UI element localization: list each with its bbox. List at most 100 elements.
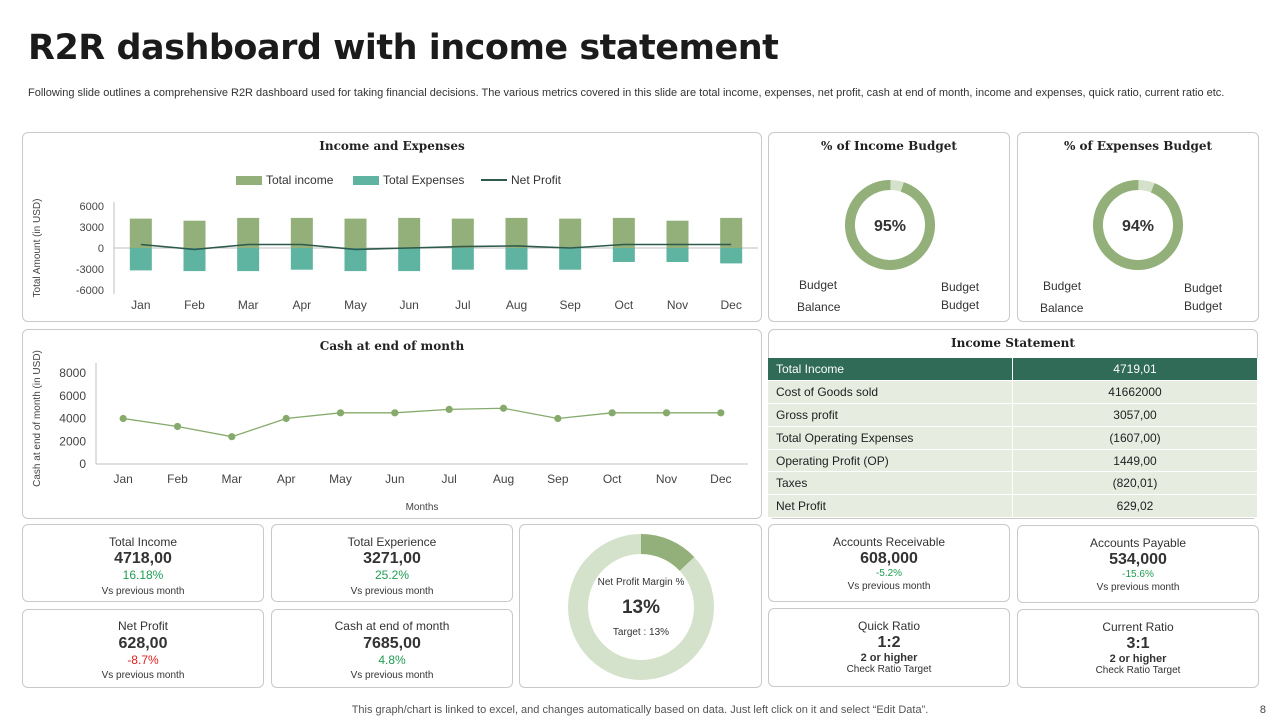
x-tick-label: Jan (113, 472, 132, 486)
x-tick-label: Mar (221, 472, 242, 486)
income-budget-title: % of Income Budget (821, 139, 957, 153)
bar-total-income (129, 218, 152, 248)
bar-total-expenses (559, 248, 582, 270)
bar-total-expenses (129, 248, 152, 271)
row-value: (1607,00) (1012, 426, 1258, 450)
y-tick-label: -6000 (76, 285, 104, 297)
kpi-quick-ratio: Quick Ratio 1:2 2 or higher Check Ratio … (768, 608, 1010, 687)
net-profit-margin-card: Net Profit Margin % 13% Target : 13% (519, 524, 762, 688)
cash-title: Cash at end of month (319, 339, 465, 353)
x-tick-label: Jun (385, 472, 404, 486)
cash-point (173, 422, 182, 431)
bar-total-expenses (290, 248, 313, 270)
bar-total-income (290, 217, 313, 248)
y-tick-label: 4000 (59, 412, 86, 426)
kpi-value: 534,000 (1109, 551, 1167, 568)
bar-total-expenses (666, 248, 689, 262)
x-tick-label: Aug (493, 472, 514, 486)
row-value: 4719,01 (1012, 358, 1258, 382)
kpi-target: 2 or higher (860, 652, 918, 664)
income-expenses-title: Income and Expenses (319, 139, 465, 153)
kpi-target: 2 or higher (1109, 653, 1167, 665)
donut-target-label: Target : 13% (613, 627, 669, 638)
x-tick-label: Jan (131, 298, 150, 312)
x-tick-label: Dec (720, 298, 741, 312)
y-tick-label: 8000 (59, 366, 86, 380)
table-row: Cost of Goods sold 41662000 (768, 380, 1258, 405)
bar-total-income (183, 220, 206, 248)
x-tick-label: Jul (441, 472, 456, 486)
bar-total-income (666, 220, 689, 248)
kpi-sub: Vs previous month (350, 670, 434, 681)
net-profit-margin-donut: Net Profit Margin % 13% Target : 13% (568, 534, 714, 680)
donut-title: Net Profit Margin % (598, 577, 685, 588)
bar-total-income (451, 218, 474, 248)
income-statement-title: Income Statement (951, 336, 1075, 350)
y-tick-label: 6000 (80, 201, 104, 213)
income-budget-donut: 95% (845, 180, 935, 270)
expenses-budget-donut: 94% (1093, 180, 1183, 270)
expenses-budget-label-budget-right-bottom: Budget (1184, 299, 1223, 313)
kpi-change: 25.2% (374, 568, 410, 582)
kpi-change: 16.18% (122, 568, 164, 582)
expenses-budget-title: % of Expenses Budget (1063, 139, 1213, 153)
donut-center-label: 95% (874, 218, 906, 235)
bar-total-income (720, 217, 743, 248)
page-number: 8 (1259, 704, 1266, 716)
bar-total-income (398, 217, 421, 248)
income-budget-card: % of Income Budget 95% Budget Balance Bu… (768, 132, 1010, 322)
table-row: Total Income 4719,01 (768, 358, 1258, 382)
legend-swatch (353, 176, 379, 185)
row-label: Total Income (768, 358, 1013, 382)
y-tick-label: 0 (98, 243, 104, 255)
table-row: Gross profit 3057,00 (768, 403, 1258, 427)
cash-point (717, 409, 725, 417)
y-axis-title: Cash at end of month (in USD) (32, 350, 43, 487)
cash-point (608, 409, 616, 417)
cash-point (445, 405, 453, 413)
row-value: 3057,00 (1012, 403, 1258, 427)
x-tick-label: May (329, 472, 352, 486)
kpi-value: 4718,00 (114, 550, 172, 567)
kpi-accounts-payable: Accounts Payable 534,000 -15.6% Vs previ… (1017, 525, 1259, 603)
y-tick-label: 0 (79, 457, 86, 471)
donut-center-label: 13% (622, 597, 660, 618)
legend-label: Total Expenses (383, 173, 464, 187)
expenses-budget-card: % of Expenses Budget 94% Budget Balance … (1017, 132, 1259, 322)
expenses-budget-label-balance: Balance (1040, 301, 1084, 315)
x-tick-label: Sep (559, 298, 581, 312)
y-tick-label: 2000 (59, 434, 86, 448)
x-tick-label: Nov (656, 472, 677, 486)
row-value: 41662000 (1012, 380, 1258, 405)
kpi-accounts-receivable: Accounts Receivable 608,000 -5.2% Vs pre… (768, 524, 1010, 602)
page-subtitle: Following slide outlines a comprehensive… (28, 87, 1225, 99)
cash-point (336, 409, 345, 417)
kpi-value: 1:2 (877, 634, 901, 651)
kpi-change: -8.7% (127, 653, 159, 667)
x-tick-label: Oct (614, 298, 633, 312)
kpi-net-profit: Net Profit 628,00 -8.7% Vs previous mont… (22, 609, 264, 688)
x-tick-label: Dec (710, 472, 731, 486)
table-row: Total Operating Expenses (1607,00) (768, 426, 1258, 450)
kpi-label: Net Profit (117, 619, 168, 633)
cash-point (662, 409, 671, 417)
row-value: 629,02 (1012, 494, 1258, 519)
x-axis-title: Months (406, 502, 439, 513)
kpi-current-ratio: Current Ratio 3:1 2 or higher Check Rati… (1017, 609, 1259, 688)
x-tick-label: Apr (277, 472, 296, 486)
income-budget-label-budget-left: Budget (799, 278, 838, 292)
row-label: Operating Profit (OP) (768, 449, 1013, 473)
table-row: Net Profit 629,02 (768, 494, 1258, 519)
x-tick-label: Aug (506, 298, 527, 312)
x-tick-label: Nov (667, 298, 688, 312)
bar-total-expenses (344, 248, 367, 272)
row-label: Cost of Goods sold (768, 380, 1013, 405)
kpi-value: 628,00 (118, 635, 168, 652)
kpi-sub: Vs previous month (101, 586, 185, 597)
cash-point (228, 433, 236, 441)
income-expenses-card: Income and Expenses 6000 3000 0 -3000 -6000 T… (22, 132, 762, 322)
row-label: Taxes (768, 471, 1013, 496)
donut-center-label: 94% (1122, 218, 1154, 235)
cash-point (119, 414, 127, 423)
cash-point (554, 414, 562, 423)
